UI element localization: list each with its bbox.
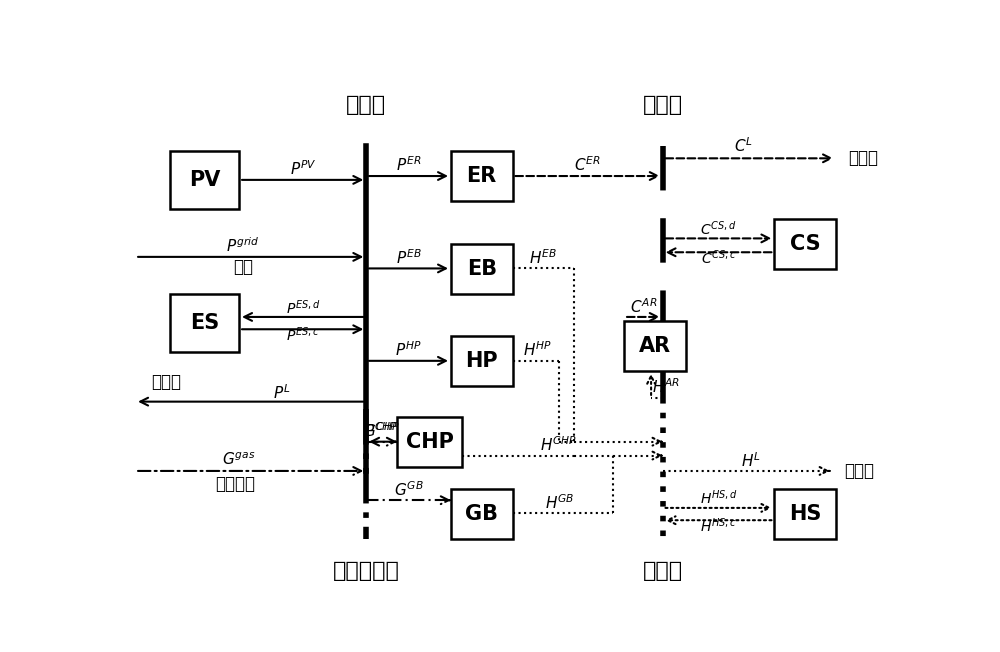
Text: $P^{HP}$: $P^{HP}$: [395, 340, 422, 359]
Bar: [451, 244, 512, 294]
Text: $H^{AR}$: $H^{AR}$: [652, 377, 681, 396]
Text: $C^{CS,c}$: $C^{CS,c}$: [701, 248, 737, 267]
Text: $P^{PV}$: $P^{PV}$: [290, 160, 316, 179]
Text: 冷负荷: 冷负荷: [848, 149, 878, 168]
Text: CHP: CHP: [406, 432, 454, 452]
Text: $C^{AR}$: $C^{AR}$: [630, 297, 657, 316]
Text: $P^{ES,c}$: $P^{ES,c}$: [286, 325, 320, 344]
Text: $C^L$: $C^L$: [734, 137, 753, 155]
Text: $C^{ER}$: $C^{ER}$: [574, 155, 601, 174]
Bar: [451, 336, 512, 386]
Text: 热负荷: 热负荷: [844, 462, 874, 480]
Text: $P^L$: $P^L$: [273, 383, 290, 402]
Text: $P^{ER}$: $P^{ER}$: [396, 155, 421, 174]
Bar: [774, 488, 836, 539]
Text: $P^{EB}$: $P^{EB}$: [396, 248, 421, 267]
Text: $P^{grid}$: $P^{grid}$: [226, 237, 260, 256]
Bar: [397, 417, 462, 467]
Text: 冷母线: 冷母线: [643, 95, 683, 115]
Text: $H^{CHP}$: $H^{CHP}$: [540, 436, 577, 454]
Text: ER: ER: [467, 166, 497, 186]
Text: $G^{gas}$: $G^{gas}$: [222, 452, 256, 468]
Text: $H^{HS,c}$: $H^{HS,c}$: [700, 516, 737, 535]
Text: 天然气母线: 天然气母线: [333, 561, 400, 581]
Text: CS: CS: [790, 234, 820, 254]
Bar: [451, 151, 512, 201]
Text: $H^{HS,d}$: $H^{HS,d}$: [700, 489, 738, 507]
Text: $C^{CS,d}$: $C^{CS,d}$: [700, 220, 737, 237]
Text: $H^{HP}$: $H^{HP}$: [523, 341, 552, 359]
Text: $P^{ES,d}$: $P^{ES,d}$: [286, 299, 320, 317]
Text: AR: AR: [639, 336, 671, 356]
Text: GB: GB: [465, 504, 498, 524]
Text: $G^{CHP}$: $G^{CHP}$: [363, 422, 400, 440]
Text: HS: HS: [789, 504, 821, 524]
Text: $H^L$: $H^L$: [741, 451, 761, 469]
Text: HP: HP: [465, 351, 498, 371]
Text: 电网: 电网: [233, 258, 253, 276]
Bar: [170, 294, 239, 351]
Bar: [774, 219, 836, 269]
Text: $H^{EB}$: $H^{EB}$: [529, 248, 557, 267]
Bar: [451, 488, 512, 539]
Bar: [624, 321, 686, 371]
Text: $G^{GB}$: $G^{GB}$: [394, 480, 423, 499]
Text: PV: PV: [189, 170, 220, 190]
Text: 热母线: 热母线: [643, 561, 683, 581]
Text: ES: ES: [190, 313, 219, 333]
Bar: [170, 151, 239, 209]
Text: $H^{GB}$: $H^{GB}$: [545, 493, 575, 512]
Text: 电负荷: 电负荷: [151, 374, 181, 391]
Text: $P^{CHP}$: $P^{CHP}$: [364, 422, 399, 440]
Text: 电母线: 电母线: [346, 95, 386, 115]
Text: 天然气网: 天然气网: [215, 475, 255, 493]
Text: EB: EB: [467, 259, 497, 279]
